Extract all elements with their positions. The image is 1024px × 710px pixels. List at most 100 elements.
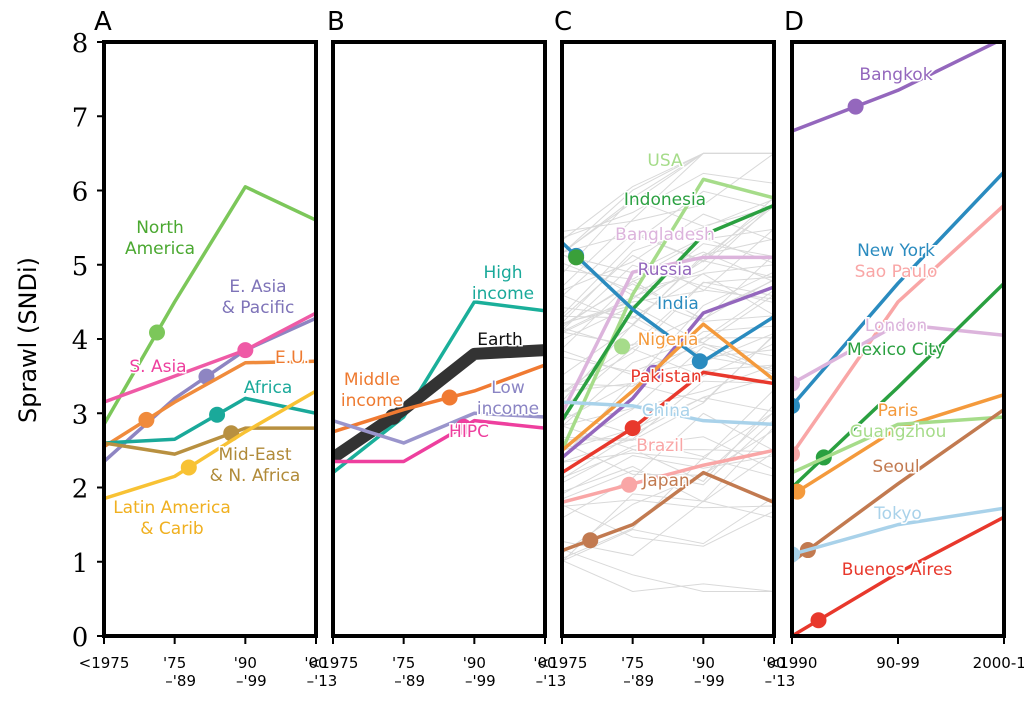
y-tick-label: 3 — [72, 400, 89, 430]
series-label: Guangzhou — [850, 422, 947, 442]
series-label: Middle income — [341, 370, 403, 411]
series-marker — [237, 342, 254, 359]
series-label: Paris — [878, 401, 919, 421]
series-label: Earth — [477, 330, 523, 350]
series-label: Low income — [477, 378, 539, 419]
panel-b-letter: B — [327, 7, 345, 37]
background-country-line — [562, 203, 774, 325]
background-country-line — [562, 412, 774, 519]
series-marker — [691, 353, 708, 370]
series-marker — [568, 249, 585, 266]
series-line-bangladesh — [562, 255, 774, 415]
panel-a-letter: A — [94, 7, 112, 37]
y-tick-label: 4 — [72, 326, 89, 356]
series-label: E.U. — [275, 348, 309, 368]
series-label: Indonesia — [624, 190, 706, 210]
series-marker — [209, 406, 226, 423]
y-tick-label: 0 — [72, 623, 89, 653]
series-line-brazil — [562, 448, 774, 505]
background-country-line — [562, 504, 774, 547]
series-label: Pakistan — [630, 367, 701, 387]
series-marker — [180, 459, 197, 476]
background-country-line — [562, 251, 774, 328]
series-line-seoul — [792, 408, 1004, 564]
series-label: Africa — [244, 378, 293, 398]
y-tick-label: 5 — [72, 252, 89, 282]
x-tick-label: '75 –'89 — [621, 654, 654, 690]
series-label: S. Asia — [129, 357, 186, 377]
x-tick-label: <1975 — [308, 654, 359, 672]
series-marker — [847, 98, 864, 115]
background-country-line — [562, 376, 774, 435]
x-tick-label: '00 –'13 — [762, 654, 795, 690]
series-line-china — [562, 400, 774, 427]
series-label: Seoul — [872, 457, 919, 477]
background-country-line — [562, 254, 774, 350]
series-label: HIPC — [449, 422, 489, 442]
x-tick-label: <1990 — [767, 654, 818, 672]
series-line-latin-america-carib — [104, 389, 316, 501]
series-marker — [455, 418, 472, 435]
series-line-low-income — [333, 411, 545, 445]
series-line-earth — [333, 344, 545, 463]
series-label: Bangkok — [859, 65, 932, 85]
x-tick-label: '90 –'99 — [463, 654, 496, 690]
series-line-africa — [104, 396, 316, 445]
series-marker — [441, 389, 458, 406]
series-marker — [149, 324, 165, 341]
series-label: E. Asia & Pacific — [222, 277, 295, 318]
series-label: London — [865, 316, 927, 336]
panel-d-letter: D — [784, 7, 804, 37]
x-tick-label: '90 –'99 — [692, 654, 725, 690]
y-tick-label: 1 — [72, 549, 89, 579]
series-marker — [138, 411, 155, 428]
series-line-usa — [562, 177, 774, 452]
background-country-line — [562, 426, 774, 557]
y-tick-label: 2 — [72, 475, 89, 505]
background-country-line — [562, 233, 774, 278]
series-line-nigeria — [562, 322, 774, 452]
x-tick-label: '90 –'99 — [234, 654, 267, 690]
x-tick-label: <1975 — [79, 654, 130, 672]
background-country-line — [562, 172, 774, 239]
background-country-line — [562, 496, 774, 562]
panel-a: A North America E. Asia & Pacific S. Asia E.U… — [79, 7, 338, 690]
y-tick-label: 8 — [72, 29, 89, 59]
background-country-line — [562, 548, 774, 592]
series-marker — [810, 612, 827, 629]
background-country-line — [562, 228, 774, 325]
background-country-line — [562, 389, 774, 463]
series-marker — [624, 420, 641, 437]
x-tick-label: 2000-13 — [973, 654, 1024, 672]
background-country-line — [562, 499, 774, 509]
series-label: Buenos Aires — [842, 560, 953, 580]
series-line-tokyo — [792, 506, 1004, 557]
series-line-buenos-aires — [792, 515, 1004, 636]
series-label: New York — [857, 241, 935, 261]
panel-frame — [102, 40, 318, 638]
background-country-line — [562, 190, 774, 316]
series-line-north-america — [104, 185, 316, 426]
series-line-hipc — [333, 418, 545, 464]
x-tick-label: '75 –'89 — [392, 654, 425, 690]
series-label: USA — [647, 151, 683, 171]
series-marker — [614, 338, 631, 355]
series-label: Sao Paulo — [855, 262, 938, 282]
series-line-mid-east-n-africa — [104, 426, 316, 456]
series-label: Japan — [641, 471, 689, 491]
background-country-line — [562, 380, 774, 440]
series-line-sao-paulo — [792, 204, 1004, 456]
series-line-bangkok — [792, 42, 1001, 133]
series-label: China — [642, 401, 691, 421]
x-tick-label: '75 –'89 — [163, 654, 196, 690]
background-country-line — [562, 327, 774, 377]
background-country-line — [562, 451, 774, 503]
series-label: High income — [472, 263, 534, 304]
series-marker — [582, 532, 599, 549]
series-line-new-york — [792, 170, 1004, 407]
background-country-line — [562, 237, 774, 274]
panel-b: B High income Earth Middle income Low income HI… — [308, 7, 567, 690]
background-country-line — [562, 152, 774, 233]
y-tick-label: 6 — [72, 178, 89, 208]
